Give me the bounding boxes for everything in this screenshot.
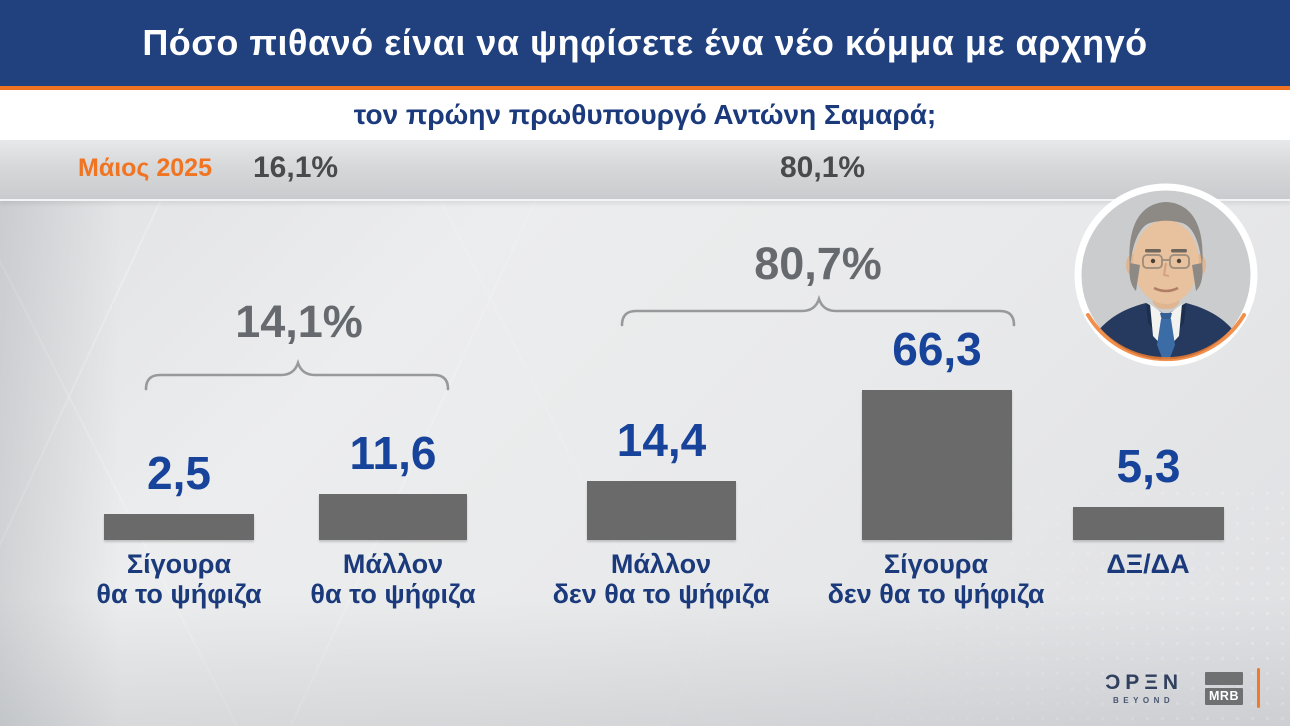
- orange-ring-arc: [1086, 313, 1246, 362]
- mrb-logo-flag: [1205, 671, 1243, 685]
- category-label: ΔΞ/ΔΑ: [1008, 549, 1288, 579]
- group2-sum-label: 80,7%: [754, 238, 882, 289]
- bar-value: 66,3: [892, 323, 982, 375]
- mrb-logo-text: MRB: [1205, 687, 1243, 705]
- bar-value: 5,3: [1116, 440, 1181, 492]
- bar-column-sigoura-tha: 2,5: [104, 450, 254, 540]
- category-line1: Σίγουρα: [126, 549, 232, 579]
- group2-bracket: [620, 294, 1016, 327]
- previous-value-group1: 16,1%: [253, 151, 339, 184]
- bar-column-sigoura-den: 66,3: [862, 326, 1012, 540]
- open-logo-beyond: BEYOND: [1112, 695, 1175, 705]
- category-label: Μάλλον θα το ψήφιζα: [253, 549, 533, 609]
- bar-value: 11,6: [349, 427, 437, 479]
- open-tv-logo: ƆPΞN BEYOND: [1100, 672, 1183, 705]
- samaras-portrait: [1074, 183, 1258, 367]
- bar-value: 14,4: [616, 414, 707, 466]
- mrb-logo: MRB: [1205, 671, 1243, 705]
- category-line1: Μάλλον: [342, 549, 444, 579]
- comparison-band: Μάιος 2025 16,1% 80,1%: [0, 140, 1290, 201]
- bar: [587, 481, 736, 540]
- bar-column-mallon-den: 14,4: [587, 417, 736, 540]
- header-bar: Πόσο πιθανό είναι να ψηφίσετε ένα νέο κό…: [0, 0, 1290, 86]
- group1-bracket: [144, 358, 450, 391]
- category-line2: θα το ψήφιζα: [310, 579, 476, 610]
- category-label: Μάλλον δεν θα το ψήφιζα: [521, 549, 801, 609]
- period-label: Μάιος 2025: [78, 154, 212, 182]
- page-title: Πόσο πιθανό είναι να ψηφίσετε ένα νέο κό…: [142, 22, 1148, 63]
- bar-column-mallon-tha: 11,6: [319, 430, 467, 540]
- category-line1: Μάλλον: [610, 549, 712, 579]
- category-line1: Σίγουρα: [883, 549, 989, 579]
- category-line2: θα το ψήφιζα: [96, 579, 262, 610]
- category-line2: δεν θα το ψήφιζα: [827, 579, 1045, 610]
- background-bottom-shade: [0, 596, 1290, 726]
- previous-value-group2: 80,1%: [780, 151, 866, 184]
- category-label: Σίγουρα θα το ψήφιζα: [39, 549, 319, 609]
- orange-divider: [0, 86, 1290, 90]
- footer-orange-rule: [1257, 668, 1260, 708]
- category-label: Σίγουρα δεν θα το ψήφιζα: [796, 549, 1076, 609]
- subtitle-band: τον πρώην πρωθυπουργό Αντώνη Σαμαρά;: [0, 90, 1290, 140]
- bar-column-dkda: 5,3: [1073, 443, 1224, 540]
- bar: [1073, 507, 1224, 540]
- group1-sum-label: 14,1%: [235, 296, 363, 347]
- bar: [319, 494, 467, 540]
- bar: [104, 514, 254, 540]
- footer-logos: ƆPΞN BEYOND MRB: [1100, 668, 1260, 708]
- bar: [862, 390, 1012, 540]
- portrait-head: [1126, 202, 1206, 304]
- category-line2: δεν θα το ψήφιζα: [552, 579, 770, 610]
- page-subtitle: τον πρώην πρωθυπουργό Αντώνη Σαμαρά;: [353, 99, 937, 130]
- open-logo-text: ƆPΞN: [1105, 670, 1183, 694]
- category-line1: ΔΞ/ΔΑ: [1106, 549, 1190, 579]
- bar-value: 2,5: [147, 447, 211, 499]
- background-left-shade: [0, 140, 120, 726]
